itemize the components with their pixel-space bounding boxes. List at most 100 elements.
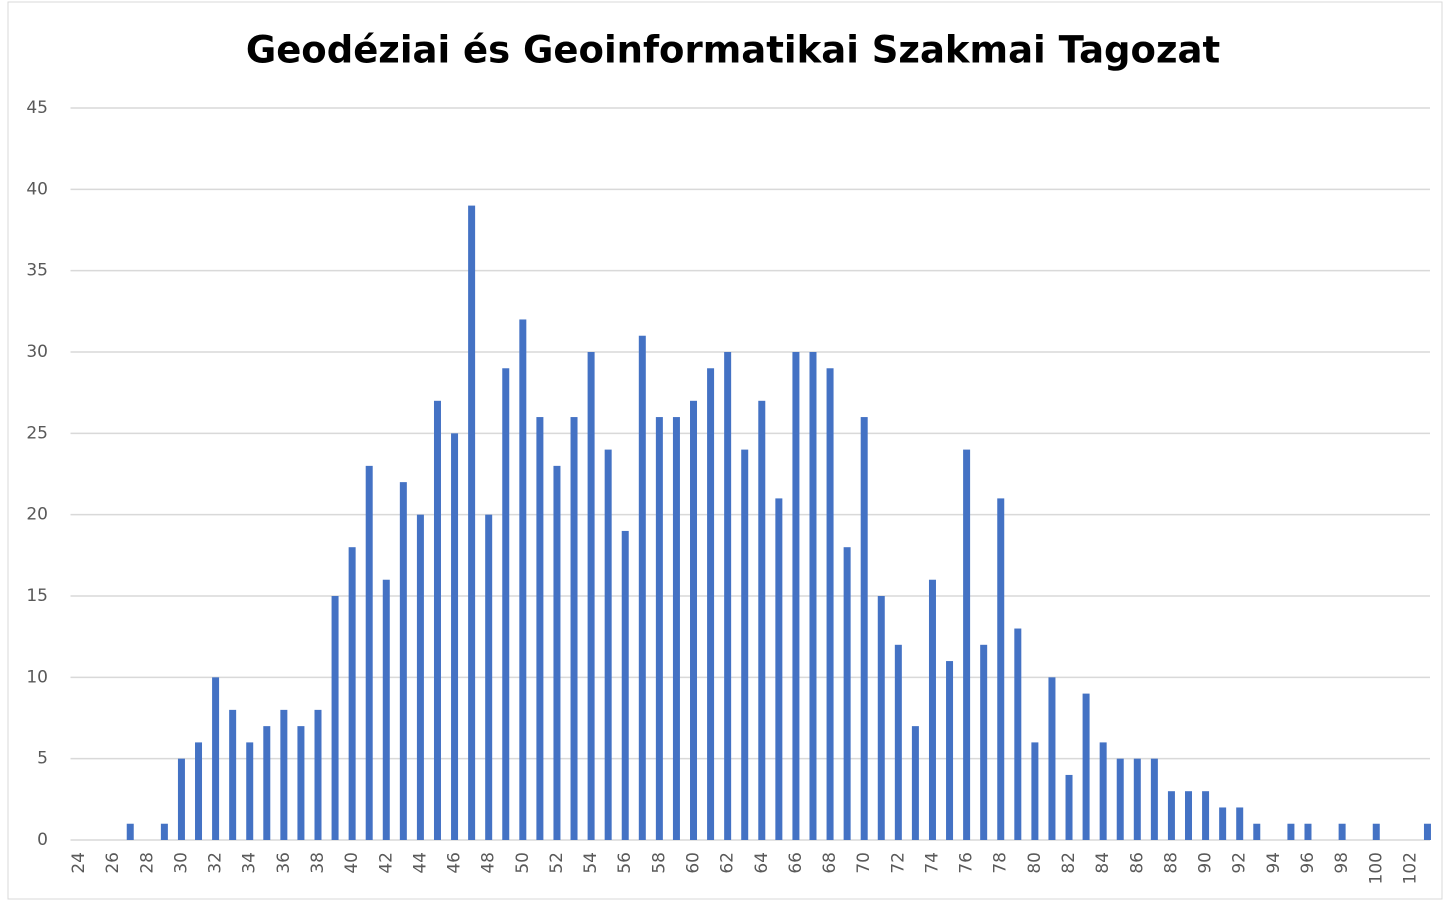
x-tick-label: 26: [103, 852, 123, 874]
x-tick-label: 76: [957, 852, 977, 874]
bar: [1372, 823, 1380, 840]
x-tick-label: 96: [1298, 852, 1318, 874]
bar: [621, 530, 629, 840]
bar: [416, 514, 424, 840]
bar: [1048, 677, 1056, 840]
bar: [843, 547, 851, 840]
x-tick-label: 38: [308, 852, 328, 874]
x-tick-label: 68: [820, 852, 840, 874]
bar: [1014, 628, 1022, 840]
bar: [724, 352, 732, 840]
bar: [946, 661, 954, 840]
x-tick-label: 54: [581, 852, 601, 874]
bar: [775, 498, 783, 840]
bar: [826, 368, 834, 840]
x-tick-label: 86: [1127, 852, 1147, 874]
x-tick-label: 50: [513, 852, 533, 874]
bar: [1202, 791, 1210, 840]
x-tick-label: 44: [410, 852, 430, 874]
bar: [741, 449, 749, 840]
x-tick-label: 80: [1025, 852, 1045, 874]
bar: [638, 335, 646, 840]
x-tick-label: 78: [991, 852, 1011, 874]
bar: [672, 417, 680, 840]
x-tick-label: 36: [274, 852, 294, 874]
y-tick-label: 30: [26, 342, 48, 362]
x-tick-label: 60: [684, 852, 704, 874]
bar: [587, 352, 595, 840]
x-tick-label: 30: [171, 852, 191, 874]
bar: [1338, 823, 1346, 840]
bar: [212, 677, 220, 840]
bar: [1236, 807, 1244, 840]
x-tick-label: 100: [1366, 852, 1386, 884]
bar: [809, 352, 817, 840]
bar: [911, 726, 919, 840]
bar: [570, 417, 578, 840]
bar: [1253, 823, 1261, 840]
bar: [331, 596, 339, 840]
bar: [365, 465, 373, 840]
bar: [758, 400, 766, 840]
bar: [690, 400, 698, 840]
x-tick-label: 64: [752, 852, 772, 874]
bar: [877, 596, 885, 840]
y-tick-label: 25: [26, 423, 48, 443]
x-tick-label: 48: [479, 852, 499, 874]
bar: [451, 433, 459, 840]
bar: [1167, 791, 1175, 840]
bar: [963, 449, 971, 840]
bar: [126, 823, 134, 840]
chart-title: Geodéziai és Geoinformatikai Szakmai Tag…: [246, 29, 1220, 72]
x-tick-label: 70: [854, 852, 874, 874]
bar: [1099, 742, 1107, 840]
bar: [280, 709, 288, 840]
x-tick-label: 40: [342, 852, 362, 874]
bar: [860, 417, 868, 840]
bar: [1133, 758, 1141, 840]
bar: [1219, 807, 1227, 840]
y-tick-label: 10: [26, 667, 48, 687]
bar: [160, 823, 168, 840]
bar: [1423, 823, 1431, 840]
x-tick-label: 102: [1400, 852, 1420, 884]
y-tick-label: 15: [26, 586, 48, 606]
x-tick-label: 28: [137, 852, 157, 874]
bar: [707, 368, 715, 840]
y-tick-label: 20: [26, 505, 48, 525]
x-tick-label: 52: [547, 852, 567, 874]
bar: [536, 417, 544, 840]
bar: [894, 644, 902, 840]
bar: [519, 319, 527, 840]
bar: [348, 547, 356, 840]
x-tick-label: 74: [922, 852, 942, 874]
bar: [433, 400, 441, 840]
y-tick-label: 0: [37, 830, 48, 850]
x-tick-label: 72: [888, 852, 908, 874]
y-tick-label: 35: [26, 261, 48, 281]
bar: [553, 465, 561, 840]
bar: [1185, 791, 1193, 840]
x-tick-label: 24: [69, 852, 89, 874]
x-tick-label: 84: [1093, 852, 1113, 874]
x-tick-label: 90: [1196, 852, 1216, 874]
bar: [195, 742, 203, 840]
bar: [382, 579, 390, 840]
bar: [468, 205, 476, 841]
x-tick-label: 66: [786, 852, 806, 874]
x-tick-label: 82: [1059, 852, 1079, 874]
bar: [485, 514, 493, 840]
bar: [1150, 758, 1158, 840]
bar: [263, 726, 271, 840]
bar: [792, 352, 800, 840]
bar: [502, 368, 510, 840]
x-tick-label: 88: [1161, 852, 1181, 874]
bar: [1065, 774, 1073, 840]
bar: [1082, 693, 1090, 840]
y-tick-label: 5: [37, 749, 48, 769]
bar: [928, 579, 936, 840]
bar: [980, 644, 988, 840]
bar: [177, 758, 185, 840]
x-tick-label: 92: [1230, 852, 1250, 874]
